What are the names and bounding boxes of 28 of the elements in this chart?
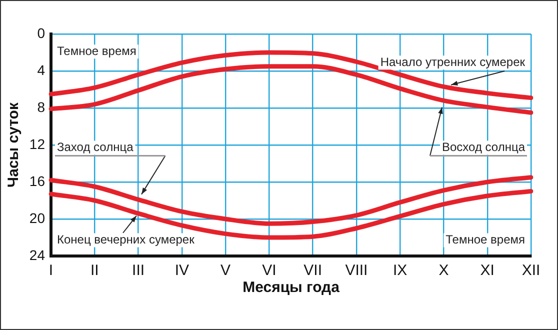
text: Восход солнца <box>442 140 526 154</box>
x-tick-label: XII <box>522 262 540 280</box>
y-tick-label: 0 <box>37 24 46 41</box>
x-tick-label: XI <box>480 262 494 280</box>
series-label: Начало утренних сумерек <box>380 54 526 69</box>
x-tick-label: II <box>90 262 99 280</box>
x-tick-label: X <box>438 262 449 280</box>
x-tick-label: VII <box>304 262 322 280</box>
y-tick-label: 4 <box>37 62 46 78</box>
text: Заход солнца <box>57 140 134 154</box>
line-series <box>48 175 534 226</box>
annotation: Темное время <box>446 232 525 247</box>
x-tick-label: VIII <box>345 262 368 280</box>
y-tick-label: 20 <box>29 210 46 226</box>
y-axis-title: Часы суток <box>5 102 22 188</box>
y-tick-label: 12 <box>29 136 46 152</box>
x-tick-label: III <box>132 262 145 280</box>
series-label: Конец вечерних сумерек <box>57 232 196 247</box>
annotation: Темное время <box>57 44 136 58</box>
x-tick-label: VI <box>262 262 276 280</box>
y-tick-label: 8 <box>37 98 46 115</box>
x-tick-label: V <box>220 262 231 280</box>
x-tick-label: IX <box>392 262 408 280</box>
y-tick-label: 16 <box>29 172 46 189</box>
y-tick-label: 24 <box>29 246 46 263</box>
x-axis-title: Месяцы года <box>242 279 340 296</box>
x-tick-label: IV <box>174 262 190 280</box>
x-tick-label: I <box>48 262 54 280</box>
